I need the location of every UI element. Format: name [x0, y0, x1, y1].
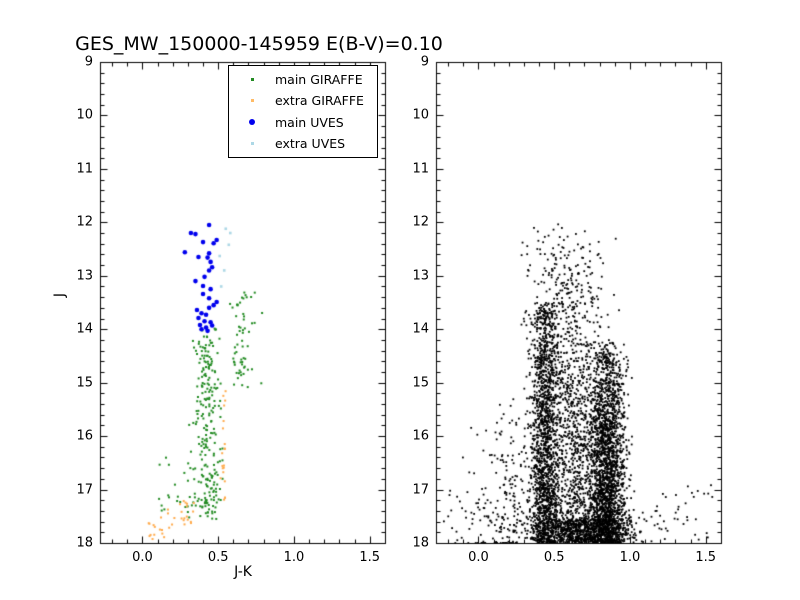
x-axis-label: J-K	[234, 564, 252, 580]
panel0-y-tick-18: 18	[76, 535, 93, 551]
panel0-y-tick-11: 11	[76, 161, 93, 177]
panel0-x-tick-1.0: 1.0	[283, 550, 305, 565]
right-panel-all-stars	[436, 62, 721, 543]
panel1-y-tick-13: 13	[412, 268, 429, 284]
panel1-x-tick-1.5: 1.5	[695, 550, 717, 565]
figure-title: GES_MW_150000-145959 E(B-V)=0.10	[75, 33, 443, 55]
panel0-x-tick-0.5: 0.5	[207, 550, 229, 565]
panel0-y-tick-15: 15	[76, 375, 93, 391]
panel1-y-tick-12: 12	[412, 214, 429, 230]
panel0-x-tick-1.5: 1.5	[359, 550, 381, 565]
panel0-x-tick-0.0: 0.0	[132, 550, 153, 565]
panel1-y-tick-14: 14	[412, 321, 429, 337]
legend-entry-main-uves: main UVES	[229, 112, 377, 132]
panel0-y-tick-13: 13	[76, 268, 93, 284]
panel0-y-tick-16: 16	[76, 428, 93, 444]
legend-entry-extra-giraffe: extra GIRAFFE	[229, 91, 377, 111]
legend-entry-label: extra GIRAFFE	[275, 93, 364, 109]
legend-entry-label: main GIRAFFE	[275, 72, 363, 88]
panel0-y-tick-14: 14	[76, 321, 93, 337]
square-marker-icon	[229, 141, 275, 145]
panel1-y-tick-16: 16	[412, 428, 429, 444]
legend-entry-extra-uves: extra UVES	[229, 133, 377, 153]
panel1-x-tick-0.0: 0.0	[468, 550, 489, 565]
panel1-y-tick-17: 17	[412, 482, 429, 498]
square-marker-icon	[229, 99, 275, 103]
legend-entry-label: main UVES	[275, 114, 344, 130]
circle-marker-icon	[229, 119, 275, 126]
legend: main GIRAFFE extra GIRAFFE main UVES extra …	[228, 65, 378, 158]
panel1-x-tick-1.0: 1.0	[619, 550, 641, 565]
panel0-y-tick-9: 9	[84, 54, 93, 70]
panel1-y-tick-11: 11	[412, 161, 429, 177]
panel0-y-tick-12: 12	[76, 214, 93, 230]
panel1-y-tick-15: 15	[412, 375, 429, 391]
panel1-y-tick-18: 18	[412, 535, 429, 551]
panel1-y-tick-10: 10	[412, 107, 429, 123]
panel0-y-tick-10: 10	[76, 107, 93, 123]
square-marker-icon	[229, 78, 275, 82]
panel1-x-tick-0.5: 0.5	[543, 550, 565, 565]
y-axis-label: J	[52, 292, 68, 298]
panel1-y-tick-9: 9	[420, 54, 429, 70]
legend-entry-main-giraffe: main GIRAFFE	[229, 70, 377, 90]
legend-entry-label: extra UVES	[275, 135, 346, 151]
panel0-y-tick-17: 17	[76, 482, 93, 498]
